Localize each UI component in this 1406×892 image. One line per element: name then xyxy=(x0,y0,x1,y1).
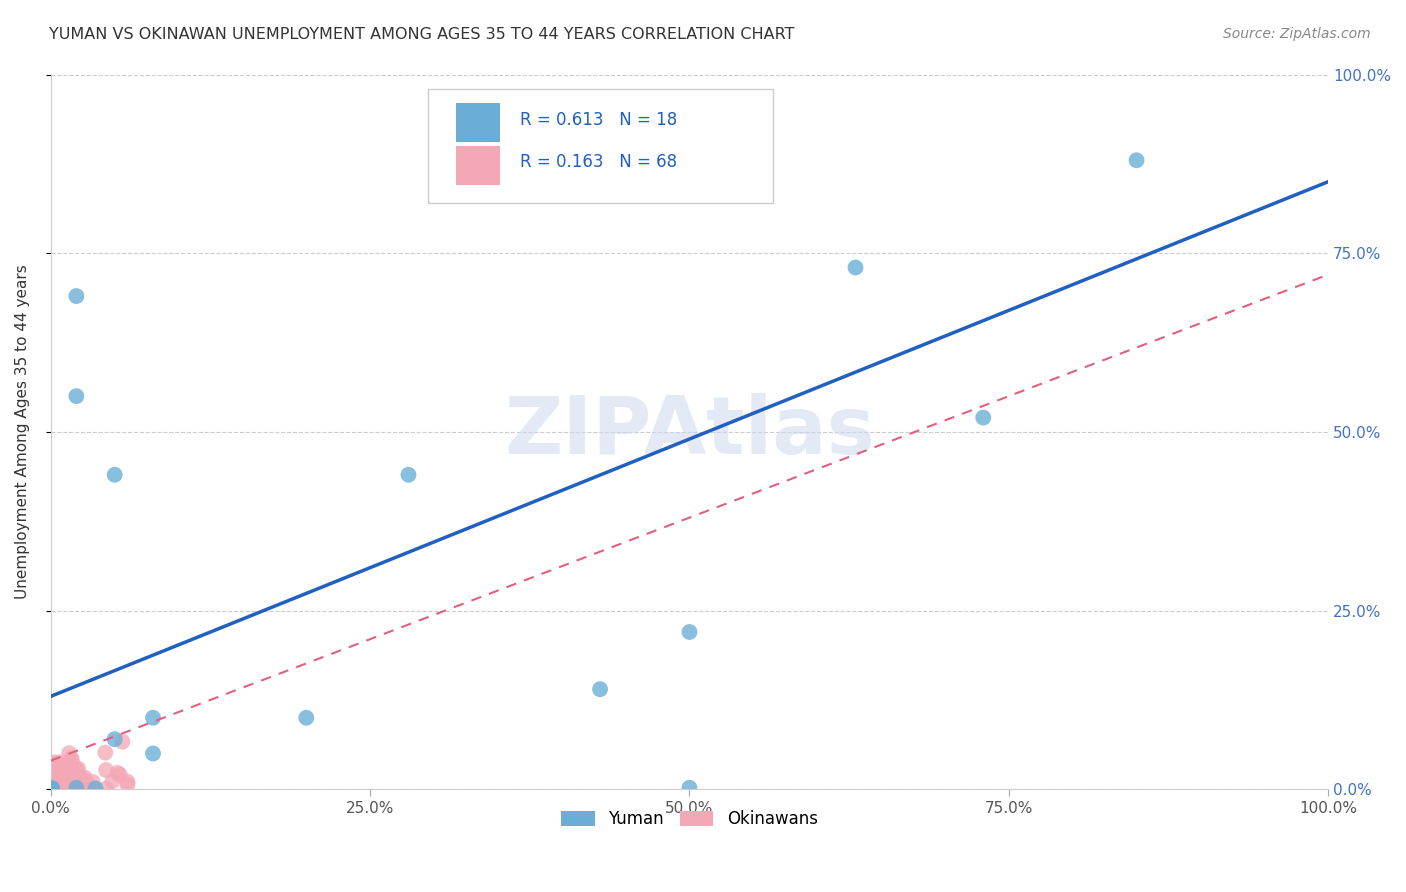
Point xyxy=(111,734,134,748)
Point xyxy=(56,778,79,792)
Point xyxy=(56,772,79,787)
Point xyxy=(94,781,117,796)
Point xyxy=(70,779,93,793)
Point xyxy=(107,765,129,780)
Point xyxy=(58,774,80,789)
Point xyxy=(108,768,131,782)
Point xyxy=(53,772,76,787)
Point xyxy=(41,763,63,777)
Point xyxy=(678,780,700,795)
Text: YUMAN VS OKINAWAN UNEMPLOYMENT AMONG AGES 35 TO 44 YEARS CORRELATION CHART: YUMAN VS OKINAWAN UNEMPLOYMENT AMONG AGE… xyxy=(49,27,794,42)
Text: ZIPAtlas: ZIPAtlas xyxy=(505,392,875,471)
Point xyxy=(48,774,70,789)
Point xyxy=(678,625,700,640)
Point xyxy=(77,778,100,792)
Point xyxy=(104,732,127,747)
Point xyxy=(60,754,83,768)
Point xyxy=(55,768,77,782)
Point xyxy=(84,781,107,796)
Legend: Yuman, Okinawans: Yuman, Okinawans xyxy=(554,803,824,835)
Point xyxy=(844,260,866,275)
Point xyxy=(42,757,65,772)
Point xyxy=(142,711,165,725)
Point xyxy=(58,746,80,760)
Point xyxy=(42,756,65,770)
Point xyxy=(66,777,89,791)
Point xyxy=(67,762,90,776)
Point xyxy=(53,766,76,780)
Point xyxy=(51,781,73,796)
Point xyxy=(972,410,994,425)
Point xyxy=(75,774,97,789)
Point xyxy=(41,775,63,789)
Point xyxy=(67,781,90,796)
Point xyxy=(101,774,124,789)
Point xyxy=(46,764,69,778)
Point xyxy=(398,467,420,482)
Point xyxy=(117,774,139,789)
Point xyxy=(56,764,79,779)
Point xyxy=(52,780,75,795)
Point xyxy=(51,781,73,796)
Point xyxy=(53,772,76,787)
Point xyxy=(49,775,72,789)
Point xyxy=(45,762,67,776)
Point xyxy=(46,780,69,795)
Point xyxy=(142,747,165,761)
Point xyxy=(60,751,83,765)
Point xyxy=(1125,153,1147,168)
Point xyxy=(82,775,104,789)
Point xyxy=(53,782,76,797)
Point xyxy=(104,467,127,482)
Text: R = 0.613   N = 18: R = 0.613 N = 18 xyxy=(520,111,676,128)
Point xyxy=(59,760,82,774)
Point xyxy=(69,770,91,784)
Point xyxy=(41,773,63,788)
Text: R = 0.163   N = 68: R = 0.163 N = 68 xyxy=(520,153,676,171)
Point xyxy=(41,781,63,796)
Point xyxy=(52,780,75,794)
Point xyxy=(45,762,67,776)
Point xyxy=(53,758,76,772)
Point xyxy=(44,780,66,795)
Point xyxy=(65,774,87,789)
Point xyxy=(94,763,117,777)
Point xyxy=(51,780,73,794)
FancyBboxPatch shape xyxy=(427,89,772,203)
Point xyxy=(41,758,63,772)
Point xyxy=(48,756,70,770)
FancyBboxPatch shape xyxy=(456,103,501,143)
Point xyxy=(48,765,70,780)
Point xyxy=(52,759,75,773)
Point xyxy=(55,776,77,790)
Point xyxy=(65,780,87,795)
Point xyxy=(65,389,87,403)
FancyBboxPatch shape xyxy=(456,146,501,186)
Point xyxy=(56,771,79,785)
Point xyxy=(295,711,318,725)
Y-axis label: Unemployment Among Ages 35 to 44 years: Unemployment Among Ages 35 to 44 years xyxy=(15,265,30,599)
Point xyxy=(72,773,94,788)
Point xyxy=(117,777,139,791)
Point xyxy=(589,682,612,697)
Point xyxy=(51,761,73,775)
Point xyxy=(69,780,91,795)
Point xyxy=(66,778,89,792)
Point xyxy=(65,762,87,776)
Point xyxy=(46,780,69,794)
Point xyxy=(65,289,87,303)
Point xyxy=(73,771,96,785)
Point xyxy=(41,781,63,796)
Point xyxy=(41,781,63,796)
Point xyxy=(55,777,77,791)
Point xyxy=(52,768,75,782)
Point xyxy=(45,780,67,794)
Point xyxy=(41,780,63,794)
Point xyxy=(63,779,86,793)
Point xyxy=(39,763,62,777)
Text: Source: ZipAtlas.com: Source: ZipAtlas.com xyxy=(1223,27,1371,41)
Point xyxy=(94,746,117,760)
